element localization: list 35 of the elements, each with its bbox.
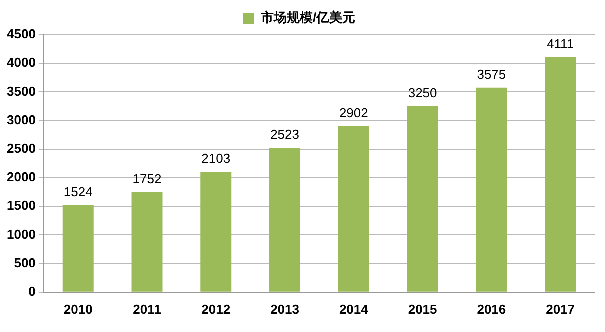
y-tick-label: 2000 bbox=[7, 170, 36, 185]
bar bbox=[476, 88, 508, 292]
x-tick-label: 2013 bbox=[270, 302, 300, 317]
x-tick-label: 2012 bbox=[202, 302, 231, 317]
bar bbox=[132, 192, 163, 292]
y-tick-label: 0 bbox=[28, 284, 36, 299]
y-tick-label: 1000 bbox=[7, 226, 36, 242]
bar bbox=[62, 205, 94, 292]
y-tick-label: 4000 bbox=[7, 55, 36, 70]
data-label: 3250 bbox=[408, 86, 438, 101]
bar bbox=[407, 106, 438, 292]
y-tick-label: 1500 bbox=[7, 198, 36, 214]
bar bbox=[200, 172, 232, 292]
bar bbox=[545, 57, 576, 292]
legend-label: 市场规模/亿美元 bbox=[260, 10, 356, 26]
x-tick-label: 2010 bbox=[64, 302, 93, 317]
y-tick-label: 3500 bbox=[7, 84, 36, 99]
x-tick-label: 2015 bbox=[408, 302, 438, 317]
y-tick-label: 3000 bbox=[7, 112, 36, 128]
x-tick-label: 2016 bbox=[477, 302, 506, 317]
x-tick-label: 2011 bbox=[133, 302, 162, 317]
data-label: 1524 bbox=[64, 184, 93, 200]
x-tick-label: 2017 bbox=[546, 302, 576, 317]
bar bbox=[270, 148, 301, 292]
data-label: 1752 bbox=[132, 171, 162, 186]
y-tick-label: 2500 bbox=[7, 140, 36, 156]
data-label: 2902 bbox=[339, 105, 368, 120]
data-label: 2523 bbox=[270, 127, 300, 142]
y-tick-label: 500 bbox=[14, 255, 36, 270]
x-tick-label: 2014 bbox=[339, 302, 370, 317]
data-label: 3575 bbox=[477, 66, 506, 82]
bar bbox=[338, 126, 370, 292]
data-label: 4111 bbox=[547, 36, 574, 52]
data-label: 2103 bbox=[202, 151, 231, 166]
y-tick-label: 4500 bbox=[7, 26, 36, 42]
